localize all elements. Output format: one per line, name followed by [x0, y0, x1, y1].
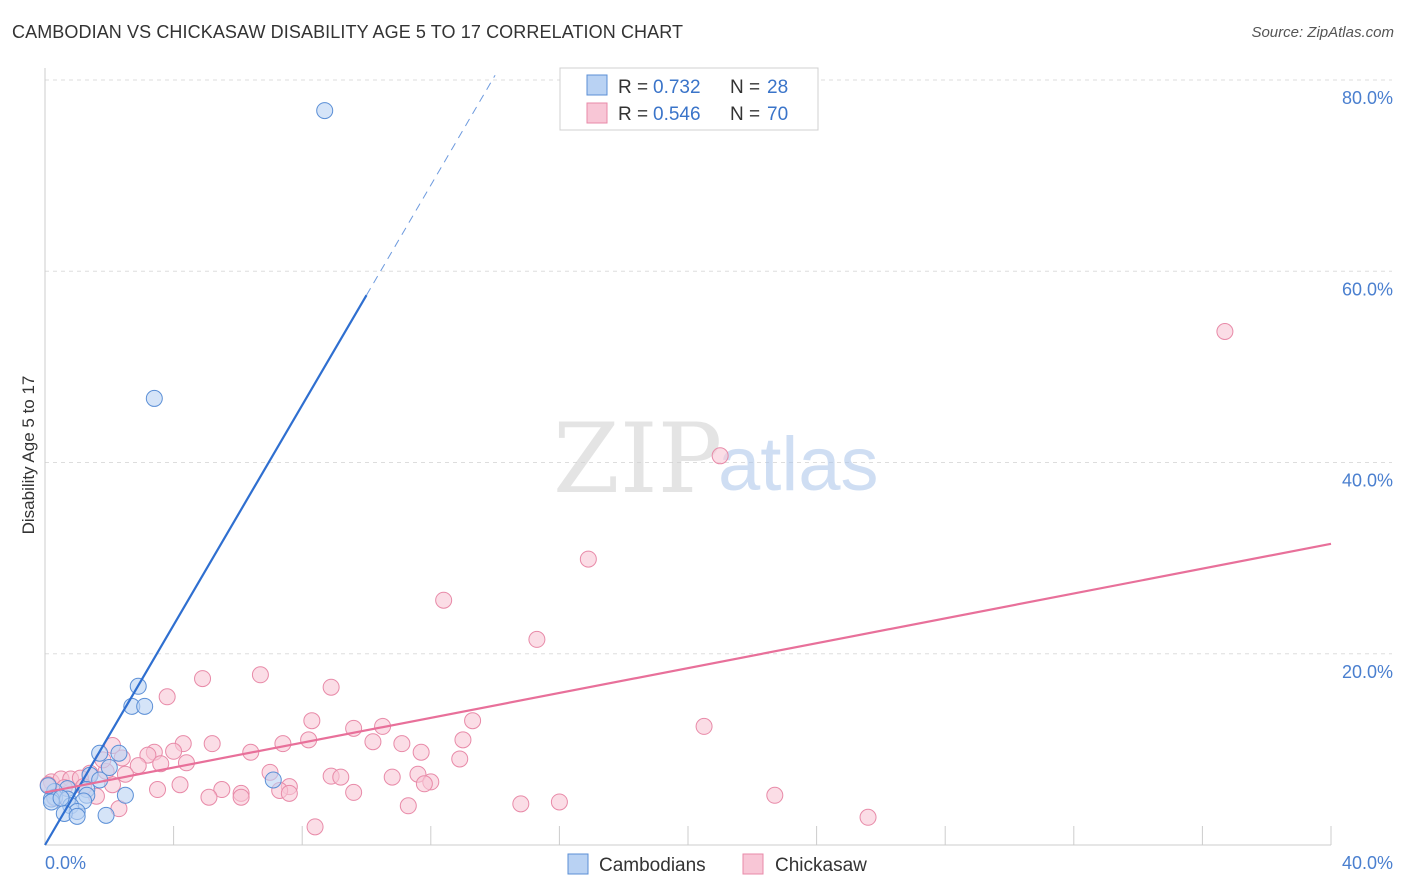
- chickasaw-point: [194, 670, 212, 688]
- chickasaw-point: [711, 447, 729, 465]
- cambodians-point: [110, 744, 128, 762]
- x-tick-label-0: 0.0%: [45, 853, 86, 873]
- gridlines: [45, 79, 1392, 655]
- chickasaw-point: [203, 735, 221, 753]
- chickasaw-point: [139, 746, 157, 764]
- chickasaw-point: [152, 755, 170, 773]
- chickasaw-point: [579, 550, 597, 568]
- chickasaw-point: [322, 678, 340, 696]
- chickasaw-point: [1216, 322, 1234, 340]
- cambodians-point: [52, 789, 70, 807]
- legend-n-label-cambodians: N =: [730, 77, 760, 98]
- chickasaw-point: [393, 735, 411, 753]
- chickasaw-point: [171, 776, 189, 794]
- watermark-atlas: atlas: [718, 422, 879, 507]
- cambodians-point: [116, 786, 134, 804]
- source-credit: Source: ZipAtlas.com: [1251, 24, 1394, 41]
- chickasaw-point: [116, 765, 134, 783]
- stats-legend: R = 0.732 N = 28 R = 0.546 N = 70: [559, 67, 819, 131]
- chickasaw-point: [280, 784, 298, 802]
- chickasaw-point: [213, 781, 231, 799]
- chickasaw-point: [165, 742, 183, 760]
- chickasaw-point: [383, 768, 401, 786]
- chickasaw-point: [415, 775, 433, 793]
- y-axis-label: Disability Age 5 to 17: [19, 376, 38, 535]
- cambodians-trendline: [44, 294, 368, 846]
- chickasaw-point: [766, 786, 784, 804]
- chart-title: CAMBODIAN VS CHICKASAW DISABILITY AGE 5 …: [12, 22, 684, 42]
- chickasaw-point: [550, 793, 568, 811]
- legend-n-value-cambodians: 28: [767, 77, 788, 98]
- chickasaw-point: [859, 808, 877, 826]
- cambodians-point: [264, 771, 282, 789]
- cambodians-point: [136, 697, 154, 715]
- y-tick-label-0: 20.0%: [1342, 662, 1393, 682]
- legend-n-label-chickasaw: N =: [730, 104, 760, 125]
- legend-r-value-chickasaw: 0.546: [653, 104, 701, 125]
- y-tick-label-1: 40.0%: [1342, 471, 1393, 491]
- chickasaw-point: [399, 797, 417, 815]
- chickasaw-point: [158, 688, 176, 706]
- chickasaw-point: [412, 743, 430, 761]
- y-tick-label-3: 80.0%: [1342, 88, 1393, 108]
- bottom-legend-label-cambodians: Cambodians: [599, 855, 706, 876]
- legend-r-label-cambodians: R =: [618, 77, 648, 98]
- legend-swatch-chickasaw: [586, 102, 608, 124]
- chickasaw-point: [435, 591, 453, 609]
- series-legend: Cambodians Chickasaw: [567, 853, 867, 876]
- chickasaw-point: [364, 733, 382, 751]
- chickasaw-point: [251, 666, 269, 684]
- cambodians-point: [100, 759, 118, 777]
- chickasaw-point: [451, 750, 469, 768]
- chickasaw-point: [528, 630, 546, 648]
- cambodians-point: [68, 807, 86, 825]
- chickasaw-point: [512, 795, 530, 813]
- legend-r-label-chickasaw: R =: [618, 104, 648, 125]
- watermark-zip: ZIP: [553, 403, 722, 515]
- chickasaw-point: [232, 788, 250, 806]
- bottom-legend-swatch-chickasaw: [742, 853, 764, 875]
- chickasaw-point: [695, 717, 713, 735]
- x-tick-label-1: 40.0%: [1342, 853, 1393, 873]
- legend-n-value-chickasaw: 70: [767, 104, 788, 125]
- y-tick-labels: 20.0% 40.0% 60.0% 80.0%: [1342, 88, 1393, 682]
- cambodians-point: [97, 806, 115, 824]
- axes: [44, 68, 1332, 846]
- cambodians-trendline-extension: [366, 74, 496, 296]
- chickasaw-point: [345, 783, 363, 801]
- chickasaw-point: [306, 818, 324, 836]
- y-tick-label-2: 60.0%: [1342, 279, 1393, 299]
- chickasaw-trendline: [44, 542, 1332, 794]
- chickasaw-point: [149, 781, 167, 799]
- chickasaw-point: [177, 754, 195, 772]
- chickasaw-point: [274, 735, 292, 753]
- chickasaw-point: [200, 788, 218, 806]
- cambodians-point: [145, 389, 163, 407]
- chickasaw-point: [332, 768, 350, 786]
- legend-swatch-cambodians: [586, 74, 608, 96]
- legend-r-value-cambodians: 0.732: [653, 77, 701, 98]
- chickasaw-point: [464, 712, 482, 730]
- chickasaw-point: [303, 712, 321, 730]
- x-tick-labels: 0.0% 40.0%: [45, 853, 1393, 873]
- trendlines: [44, 74, 1332, 846]
- cambodians-point: [316, 102, 334, 120]
- cambodians-point: [39, 777, 57, 795]
- bottom-legend-swatch-cambodians: [567, 853, 589, 875]
- chickasaw-point: [454, 731, 472, 749]
- cambodians-points: [39, 102, 334, 825]
- bottom-legend-label-chickasaw: Chickasaw: [775, 855, 867, 876]
